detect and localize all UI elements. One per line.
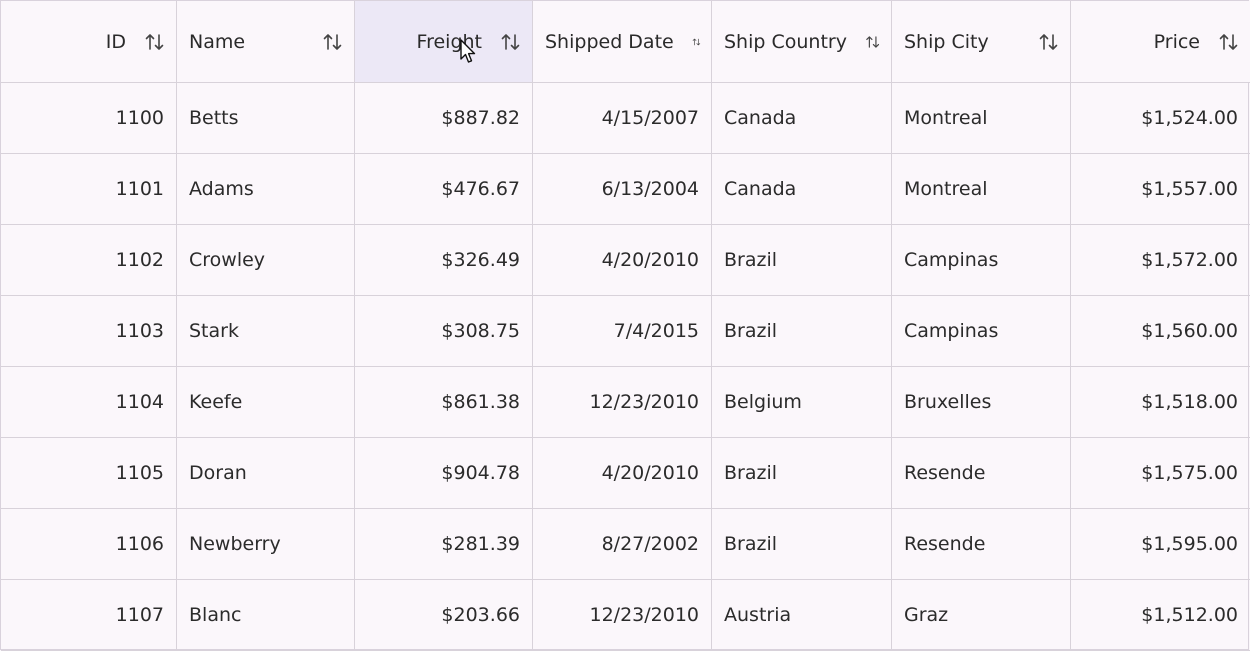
cell-freight[interactable]: $887.82 xyxy=(355,83,533,153)
cell-id[interactable]: 1102 xyxy=(1,225,177,295)
column-header-name[interactable]: Name xyxy=(177,1,355,82)
cell-freight[interactable]: $904.78 xyxy=(355,438,533,508)
column-header-shipped-date[interactable]: Shipped Date xyxy=(533,1,712,82)
sort-arrows-icon[interactable] xyxy=(322,31,344,53)
cell-ship-country[interactable]: Canada xyxy=(712,154,892,224)
cell-freight[interactable]: $326.49 xyxy=(355,225,533,295)
column-header-label: Freight xyxy=(416,30,482,53)
column-header-label: ID xyxy=(105,30,126,53)
cell-freight[interactable]: $203.66 xyxy=(355,580,533,650)
cell-ship-country[interactable]: Brazil xyxy=(712,438,892,508)
table-row[interactable]: 1106 Newberry $281.39 8/27/2002 Brazil R… xyxy=(1,509,1250,580)
cell-ship-country[interactable]: Brazil xyxy=(712,296,892,366)
column-header-label: Name xyxy=(189,30,246,53)
cell-shipped-date[interactable]: 4/15/2007 xyxy=(533,83,712,153)
cell-ship-country[interactable]: Canada xyxy=(712,83,892,153)
sort-arrows-icon[interactable] xyxy=(692,31,701,53)
column-header-price[interactable]: Price xyxy=(1071,1,1250,82)
cell-id[interactable]: 1103 xyxy=(1,296,177,366)
cell-ship-city[interactable]: Resende xyxy=(892,509,1071,579)
cell-id[interactable]: 1100 xyxy=(1,83,177,153)
table-row[interactable]: 1101 Adams $476.67 6/13/2004 Canada Mont… xyxy=(1,154,1250,225)
table-row[interactable]: 1102 Crowley $326.49 4/20/2010 Brazil Ca… xyxy=(1,225,1250,296)
cell-freight[interactable]: $861.38 xyxy=(355,367,533,437)
cell-price[interactable]: $1,595.00 xyxy=(1141,533,1238,555)
cell-id[interactable]: 1106 xyxy=(1,509,177,579)
column-header-ship-city[interactable]: Ship City xyxy=(892,1,1071,82)
cell-shipped-date[interactable]: 8/27/2002 xyxy=(533,509,712,579)
cell-id[interactable]: 1104 xyxy=(1,367,177,437)
sort-arrows-icon[interactable] xyxy=(144,31,166,53)
table-row[interactable]: 1103 Stark $308.75 7/4/2015 Brazil Campi… xyxy=(1,296,1250,367)
cell-shipped-date[interactable]: 4/20/2010 xyxy=(533,438,712,508)
header-row: ID Name Freight Shipped Date xyxy=(1,1,1250,83)
cell-name[interactable]: Doran xyxy=(177,438,355,508)
column-header-freight[interactable]: Freight xyxy=(355,1,533,82)
cell-ship-country[interactable]: Brazil xyxy=(712,225,892,295)
cell-id[interactable]: 1107 xyxy=(1,580,177,650)
column-header-ship-country[interactable]: Ship Country xyxy=(712,1,892,82)
cell-price[interactable]: $1,575.00 xyxy=(1141,462,1238,484)
cell-ship-country[interactable]: Brazil xyxy=(712,509,892,579)
cell-shipped-date[interactable]: 12/23/2010 xyxy=(533,367,712,437)
cell-freight[interactable]: $308.75 xyxy=(355,296,533,366)
cell-name[interactable]: Adams xyxy=(177,154,355,224)
cell-name[interactable]: Betts xyxy=(177,83,355,153)
column-header-label: Shipped Date xyxy=(545,30,674,53)
sort-arrows-icon[interactable] xyxy=(1038,31,1060,53)
cell-name[interactable]: Crowley xyxy=(177,225,355,295)
cell-price[interactable]: $1,572.00 xyxy=(1141,249,1238,271)
table-row[interactable]: 1100 Betts $887.82 4/15/2007 Canada Mont… xyxy=(1,83,1250,154)
cell-ship-city[interactable]: Resende xyxy=(892,438,1071,508)
column-header-id[interactable]: ID xyxy=(1,1,177,82)
cell-ship-city[interactable]: Campinas xyxy=(892,296,1071,366)
column-header-label: Price xyxy=(1153,30,1200,53)
cell-price[interactable]: $1,512.00 xyxy=(1141,604,1238,626)
table-row[interactable]: 1105 Doran $904.78 4/20/2010 Brazil Rese… xyxy=(1,438,1250,509)
sort-arrows-icon[interactable] xyxy=(865,31,881,53)
cell-shipped-date[interactable]: 6/13/2004 xyxy=(533,154,712,224)
cell-shipped-date[interactable]: 7/4/2015 xyxy=(533,296,712,366)
cell-price[interactable]: $1,518.00 xyxy=(1141,391,1238,413)
cell-ship-city[interactable]: Montreal xyxy=(892,83,1071,153)
cell-name[interactable]: Keefe xyxy=(177,367,355,437)
cell-shipped-date[interactable]: 12/23/2010 xyxy=(533,580,712,650)
cell-ship-city[interactable]: Bruxelles xyxy=(892,367,1071,437)
cell-freight[interactable]: $476.67 xyxy=(355,154,533,224)
cell-shipped-date[interactable]: 4/20/2010 xyxy=(533,225,712,295)
cell-ship-city[interactable]: Graz xyxy=(892,580,1071,650)
sort-arrows-icon[interactable] xyxy=(500,31,522,53)
table-row[interactable]: 1104 Keefe $861.38 12/23/2010 Belgium Br… xyxy=(1,367,1250,438)
cell-name[interactable]: Stark xyxy=(177,296,355,366)
column-header-label: Ship Country xyxy=(724,30,847,53)
cell-name[interactable]: Newberry xyxy=(177,509,355,579)
table-row[interactable]: 1107 Blanc $203.66 12/23/2010 Austria Gr… xyxy=(1,580,1250,651)
cell-freight[interactable]: $281.39 xyxy=(355,509,533,579)
cell-price[interactable]: $1,557.00 xyxy=(1141,178,1238,200)
sort-arrows-icon[interactable] xyxy=(1218,31,1240,53)
cell-ship-city[interactable]: Campinas xyxy=(892,225,1071,295)
cell-ship-country[interactable]: Belgium xyxy=(712,367,892,437)
cell-price[interactable]: $1,560.00 xyxy=(1141,320,1238,342)
cell-ship-country[interactable]: Austria xyxy=(712,580,892,650)
cell-ship-city[interactable]: Montreal xyxy=(892,154,1071,224)
cell-id[interactable]: 1105 xyxy=(1,438,177,508)
cell-name[interactable]: Blanc xyxy=(177,580,355,650)
column-header-label: Ship City xyxy=(904,30,989,53)
cell-id[interactable]: 1101 xyxy=(1,154,177,224)
cell-price[interactable]: $1,524.00 xyxy=(1141,107,1238,129)
